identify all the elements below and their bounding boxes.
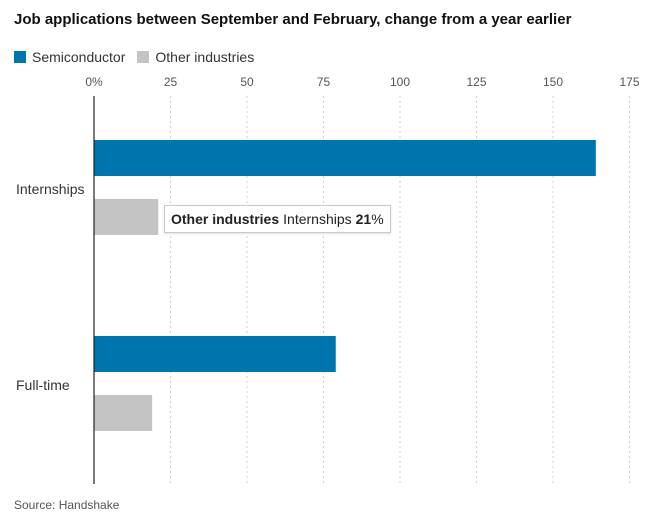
- x-tick-label-4: 100: [390, 75, 410, 89]
- legend-item-other-industries[interactable]: Other industries: [137, 49, 254, 65]
- x-tick-label-3: 75: [317, 75, 331, 89]
- x-tick-label-7: 175: [619, 75, 639, 89]
- x-tick-label-0: 0%: [85, 75, 103, 89]
- bar-other-industries-internships: [94, 199, 159, 235]
- legend-label-other-industries: Other industries: [155, 49, 255, 65]
- tooltip-value: 21: [355, 211, 372, 227]
- x-tick-label-1: 25: [164, 75, 178, 89]
- x-tick-label-2: 50: [240, 75, 254, 89]
- tooltip-unit: %: [371, 211, 384, 227]
- tooltip-series: Other industries: [171, 211, 280, 227]
- bar-semiconductor-internships: [94, 140, 596, 176]
- legend-item-semiconductor[interactable]: Semiconductor: [14, 49, 125, 65]
- legend-swatch-other-industries: [137, 51, 150, 63]
- category-label-internships: Internships: [16, 181, 84, 197]
- tooltip-category: Internships: [283, 211, 352, 227]
- source-note: Source: Handshake: [14, 498, 120, 512]
- bar-other-industries-full-time: [94, 395, 153, 431]
- bar-semiconductor-full-time: [94, 336, 336, 372]
- chart-title: Job applications between September and F…: [14, 11, 572, 28]
- x-tick-label-5: 125: [466, 75, 486, 89]
- legend-label-semiconductor: Semiconductor: [32, 49, 126, 65]
- bar-tooltip: Other industries Internships 21%: [164, 205, 391, 233]
- legend-swatch-semiconductor: [14, 51, 26, 63]
- legend: Semiconductor Other industries: [14, 48, 266, 66]
- category-label-full-time: Full-time: [16, 377, 70, 393]
- x-tick-label-6: 150: [543, 75, 563, 89]
